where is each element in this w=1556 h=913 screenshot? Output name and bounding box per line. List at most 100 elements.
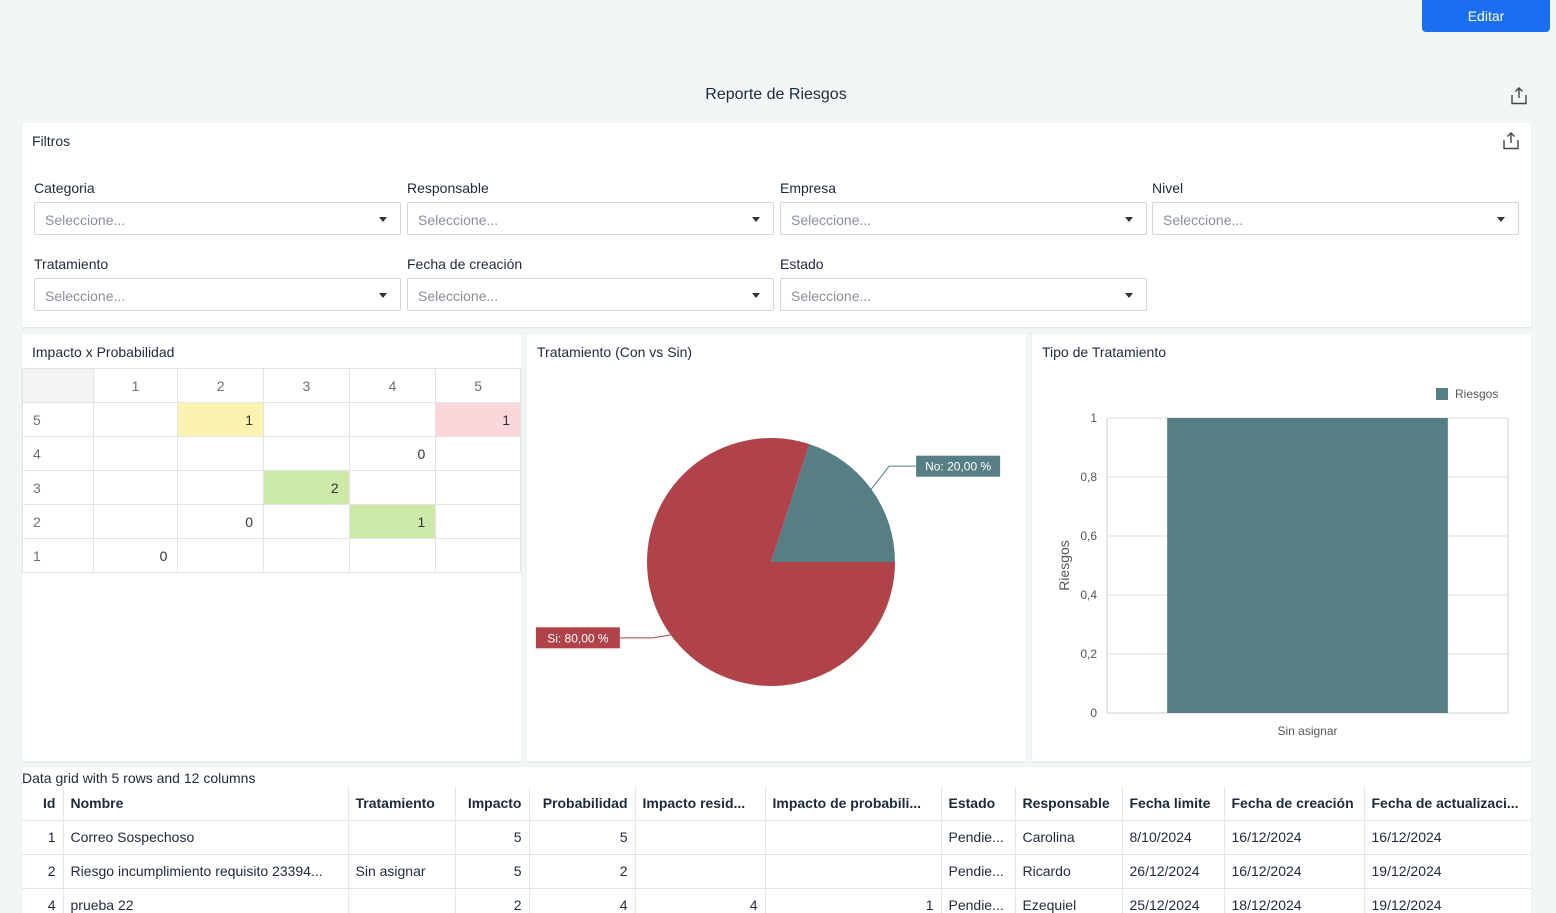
matrix-cell [435, 504, 521, 539]
filter-label: Nivel [1152, 180, 1184, 196]
table-row[interactable]: 2 Riesgo incumplimiento requisito 23394.… [22, 854, 1531, 889]
caret-down-icon [1497, 217, 1505, 222]
legend-label: Riesgos [1455, 387, 1498, 401]
cell-fecha-limite: 26/12/2024 [1122, 854, 1225, 889]
responsable-select[interactable]: Seleccione... [407, 202, 774, 235]
filters-panel: Filtros Categoria Seleccione... Responsa… [22, 123, 1531, 327]
matrix-cell [348, 538, 437, 573]
table-row[interactable]: 4 prueba 22 2 4 4 1 Pendie... Ezequiel 2… [22, 888, 1531, 913]
column-header-impacto-residual[interactable]: Impacto resid... [635, 787, 766, 821]
impact-probability-card: Impacto x Probabilidad 1 2 3 4 5 5 1 1 4… [22, 334, 521, 761]
matrix-cell [263, 504, 350, 539]
matrix-cell: 1 [177, 402, 265, 437]
matrix-title: Impacto x Probabilidad [32, 344, 175, 360]
pie-label-box [916, 455, 1001, 477]
matrix-corner [22, 368, 94, 403]
caret-down-icon [1125, 217, 1133, 222]
pie-label-leader [619, 634, 671, 639]
cell-nombre: Riesgo incumplimiento requisito 23394... [63, 854, 349, 889]
cell-id: 4 [22, 888, 64, 913]
column-header-probabilidad[interactable]: Probabilidad [529, 787, 636, 821]
caret-down-icon [379, 217, 387, 222]
matrix-cell [435, 436, 521, 471]
column-header-tratamiento[interactable]: Tratamiento [348, 787, 456, 821]
matrix-cell [92, 470, 179, 505]
cell-impacto-residual [635, 820, 766, 855]
categoria-select[interactable]: Seleccione... [34, 202, 401, 235]
cell-probabilidad: 2 [529, 854, 636, 889]
nivel-select[interactable]: Seleccione... [1152, 202, 1519, 235]
caret-down-icon [752, 217, 760, 222]
y-axis-label: Riesgos [1056, 540, 1072, 591]
column-header-id[interactable]: Id [22, 787, 64, 821]
cell-impacto: 5 [455, 820, 530, 855]
matrix-cell [263, 538, 350, 573]
y-tick-label: 0,2 [1080, 647, 1097, 661]
column-header-impacto[interactable]: Impacto [455, 787, 530, 821]
cell-fecha-actualizacion: 19/12/2024 [1364, 888, 1531, 913]
matrix-row-header: 3 [22, 470, 94, 505]
bar[interactable] [1167, 418, 1448, 713]
filter-nivel: Nivel Seleccione... [1152, 180, 1519, 235]
grid-caption: Data grid with 5 rows and 12 columns [22, 770, 256, 786]
column-header-impacto-probabilidad[interactable]: Impacto de probabili... [765, 787, 942, 821]
matrix-cell [92, 504, 179, 539]
pie-slice[interactable] [647, 438, 895, 686]
filter-label: Responsable [407, 180, 489, 196]
pie-label-box [535, 627, 620, 649]
filters-export-icon[interactable] [1501, 131, 1521, 151]
cell-tratamiento [348, 888, 456, 913]
column-header-fecha-limite[interactable]: Fecha limite [1122, 787, 1225, 821]
filter-label: Empresa [780, 180, 837, 196]
filter-estado: Estado Seleccione... [780, 256, 1147, 311]
matrix-cell [177, 470, 265, 505]
impact-probability-matrix: 1 2 3 4 5 5 1 1 4 0 3 2 [22, 368, 521, 573]
matrix-cell: 0 [177, 504, 265, 539]
fecha-creacion-select[interactable]: Seleccione... [407, 278, 774, 311]
filter-fecha-creacion: Fecha de creación Seleccione... [407, 256, 774, 311]
column-header-fecha-actualizacion[interactable]: Fecha de actualizaci... [1364, 787, 1531, 821]
caret-down-icon [1125, 293, 1133, 298]
cell-fecha-creacion: 16/12/2024 [1224, 854, 1365, 889]
cell-fecha-creacion: 16/12/2024 [1224, 820, 1365, 855]
column-header-nombre[interactable]: Nombre [63, 787, 349, 821]
select-placeholder: Seleccione... [45, 212, 126, 228]
pie-title: Tratamiento (Con vs Sin) [537, 344, 693, 360]
matrix-cell [92, 402, 179, 437]
cell-fecha-limite: 8/10/2024 [1122, 820, 1225, 855]
y-tick-label: 1 [1090, 411, 1097, 425]
y-tick-label: 0,8 [1080, 470, 1097, 484]
matrix-cell [177, 538, 265, 573]
matrix-row-header: 5 [22, 402, 94, 437]
filters-title: Filtros [32, 133, 71, 149]
filter-tratamiento: Tratamiento Seleccione... [34, 256, 401, 311]
cell-fecha-creacion: 18/12/2024 [1224, 888, 1365, 913]
treatment-type-bar-chart: 0 0,2 0,4 0,6 0,8 1 Sin asignar Riesgos Riesgos [1056, 387, 1509, 738]
matrix-row-header: 2 [22, 504, 94, 539]
column-header-responsable[interactable]: Responsable [1015, 787, 1123, 821]
empresa-select[interactable]: Seleccione... [780, 202, 1147, 235]
pie-data-label: No: 20,00 % [925, 460, 991, 474]
table-row[interactable]: 1 Correo Sospechoso 5 5 Pendie... Caroli… [22, 820, 1531, 855]
cell-estado: Pendie... [941, 820, 1016, 855]
treatment-pie-card: Tratamiento (Con vs Sin) No: 20,00 % Si: … [527, 334, 1026, 761]
page-title: Reporte de Riesgos [705, 86, 847, 103]
pie-slice[interactable] [771, 444, 895, 562]
export-icon[interactable] [1509, 86, 1529, 106]
cell-fecha-actualizacion: 19/12/2024 [1364, 854, 1531, 889]
cell-impacto: 5 [455, 854, 530, 889]
cell-id: 2 [22, 854, 64, 889]
column-header-estado[interactable]: Estado [941, 787, 1016, 821]
select-placeholder: Seleccione... [45, 288, 126, 304]
matrix-cell: 0 [92, 538, 179, 573]
estado-select[interactable]: Seleccione... [780, 278, 1147, 311]
matrix-cell [435, 538, 521, 573]
treatment-type-card: Tipo de Tratamiento 0 0,2 0,4 0,6 0,8 1 Sin as… [1032, 334, 1531, 761]
edit-button[interactable]: Editar [1422, 0, 1550, 32]
column-header-fecha-creacion[interactable]: Fecha de creación [1224, 787, 1365, 821]
tratamiento-select[interactable]: Seleccione... [34, 278, 401, 311]
cell-impacto-probabilidad [765, 820, 942, 855]
cell-impacto: 2 [455, 888, 530, 913]
matrix-cell [348, 470, 437, 505]
filter-label: Tratamiento [34, 256, 109, 272]
